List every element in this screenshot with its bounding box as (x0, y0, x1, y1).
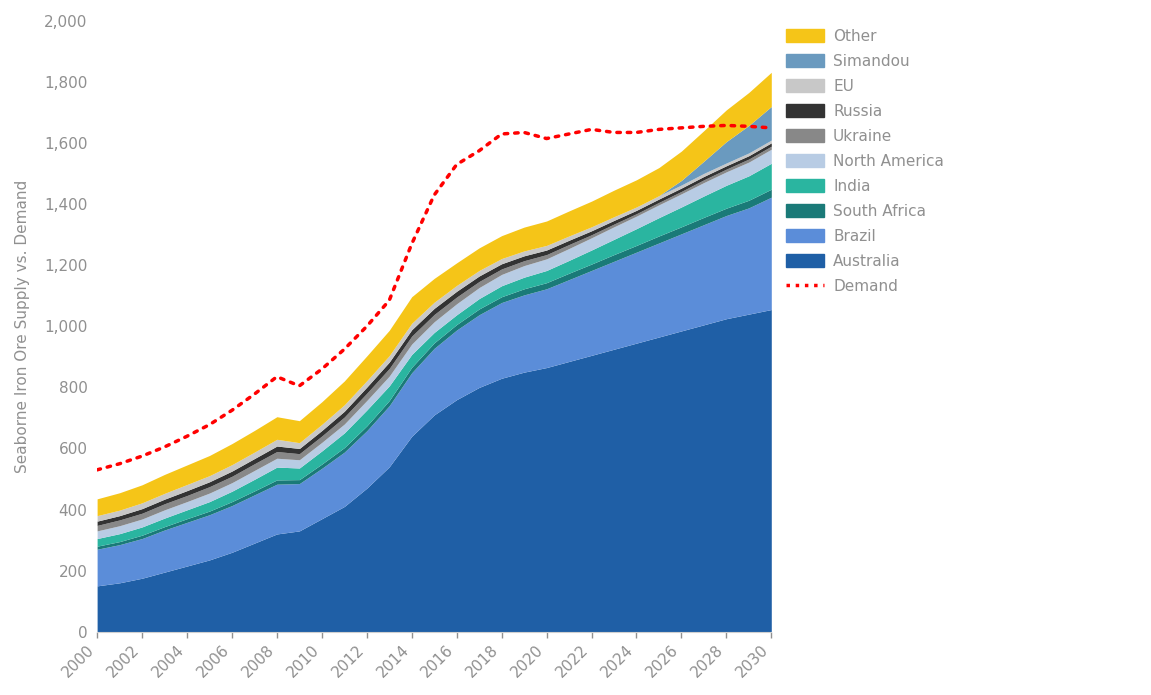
Legend: Other, Simandou, EU, Russia, Ukraine, North America, India, South Africa, Brazil: Other, Simandou, EU, Russia, Ukraine, No… (786, 28, 944, 294)
Y-axis label: Seaborne Iron Ore Supply vs. Demand: Seaborne Iron Ore Supply vs. Demand (15, 180, 30, 473)
